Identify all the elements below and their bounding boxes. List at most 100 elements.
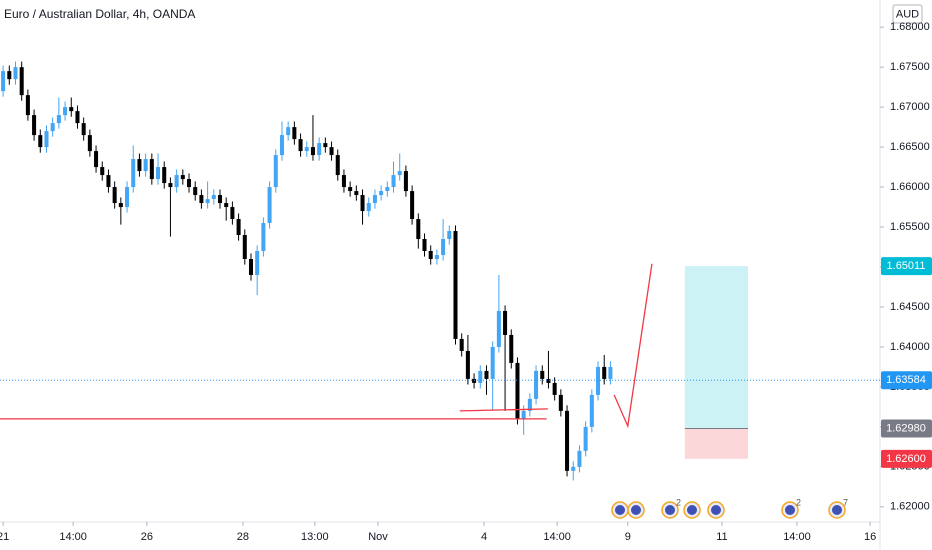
candle-body — [1, 71, 6, 92]
event-icon-flag — [687, 505, 697, 515]
x-tick-label: 14:00 — [543, 531, 571, 543]
candle-body — [137, 159, 142, 172]
candle-body — [125, 187, 130, 208]
event-count: 7 — [843, 497, 848, 507]
candle-body — [366, 203, 371, 212]
price-badge — [881, 371, 932, 390]
candle-body — [602, 366, 607, 379]
candle-body — [490, 346, 495, 379]
x-tick-label: 14:00 — [783, 531, 811, 543]
candle-body — [496, 310, 501, 347]
candle-body — [447, 231, 452, 240]
price-badge-label: 1.63584 — [886, 374, 926, 386]
candle-body — [459, 338, 464, 351]
candle-body — [527, 398, 532, 411]
candle-body — [286, 127, 291, 136]
candle-body — [279, 135, 284, 156]
candle-body — [509, 334, 514, 363]
trend-line — [459, 408, 548, 412]
price-badge — [881, 449, 932, 468]
event-count: 2 — [796, 497, 801, 507]
candle-body — [589, 394, 594, 427]
projection-path — [613, 263, 653, 429]
price-badge — [881, 257, 932, 276]
candle-body — [428, 251, 433, 260]
candle-body — [261, 223, 266, 252]
candle-body — [63, 107, 68, 116]
x-tick-label: 4 — [481, 531, 487, 543]
candle-body — [335, 155, 340, 176]
event-icon-flag — [832, 505, 842, 515]
candle-body — [472, 378, 477, 383]
candle-body — [391, 175, 396, 188]
candle-body — [50, 123, 55, 132]
candle-body — [75, 111, 80, 124]
candle-body — [410, 191, 415, 220]
candle-body — [323, 143, 328, 148]
candle-body — [577, 450, 582, 467]
candle-body — [596, 366, 601, 395]
candle-body — [255, 251, 260, 275]
candle-body — [515, 362, 520, 419]
candle-body — [310, 147, 315, 156]
candle-body — [465, 350, 470, 379]
event-icon-flag — [631, 505, 641, 515]
candle-body — [608, 366, 613, 379]
x-tick-label: 21 — [0, 531, 9, 543]
candle-body — [162, 167, 167, 184]
candle-body — [87, 135, 92, 152]
candle-body — [118, 203, 123, 208]
candle-body — [56, 115, 61, 124]
candle-body — [94, 151, 99, 168]
candle-body — [112, 187, 117, 204]
event-count: 2 — [676, 497, 681, 507]
currency-label: AUD — [896, 8, 919, 20]
candle-body — [434, 255, 439, 260]
candle-body — [236, 219, 241, 236]
event-icon-flag — [615, 505, 625, 515]
candle-body — [521, 410, 526, 419]
candle-body — [248, 259, 253, 275]
candle-body — [273, 155, 278, 188]
x-tick-label: 28 — [237, 531, 249, 543]
candle-body — [13, 67, 18, 80]
y-tick-label: 1.66000 — [890, 181, 930, 193]
candle-body — [360, 195, 365, 212]
candle-body — [100, 167, 105, 176]
candle-body — [397, 171, 402, 176]
y-tick-label: 1.64000 — [890, 341, 930, 353]
candle-body — [540, 370, 545, 379]
candle-body — [143, 159, 148, 172]
candle-body — [25, 95, 30, 116]
candle-body — [304, 147, 309, 152]
candle-body — [211, 195, 216, 200]
y-tick-label: 1.62000 — [890, 501, 930, 513]
candle-body — [180, 175, 185, 180]
candle-body — [354, 191, 359, 196]
price-badge — [881, 419, 932, 438]
candle-body — [571, 466, 576, 471]
candle-body — [503, 310, 508, 335]
event-icon-flag — [665, 505, 675, 515]
candle-body — [403, 171, 408, 192]
candle-body — [317, 143, 322, 156]
candle-body — [106, 175, 111, 188]
currency-box[interactable] — [892, 4, 923, 24]
x-tick-label: 16 — [864, 531, 876, 543]
candle-body — [224, 203, 229, 208]
candle-body — [441, 239, 446, 256]
y-tick-label: 1.68000 — [890, 21, 930, 33]
y-tick-label: 1.67500 — [890, 61, 930, 73]
candle-body — [168, 183, 173, 188]
candle-body — [38, 135, 43, 148]
x-tick-label: 9 — [625, 531, 631, 543]
candle-body — [205, 199, 210, 204]
price-badge-label: 1.65011 — [887, 260, 926, 272]
event-icon-flag — [711, 505, 721, 515]
candle-body — [187, 179, 192, 188]
y-tick-label: 1.65500 — [890, 221, 930, 233]
candle-body — [32, 115, 37, 136]
candle-body — [174, 175, 179, 188]
